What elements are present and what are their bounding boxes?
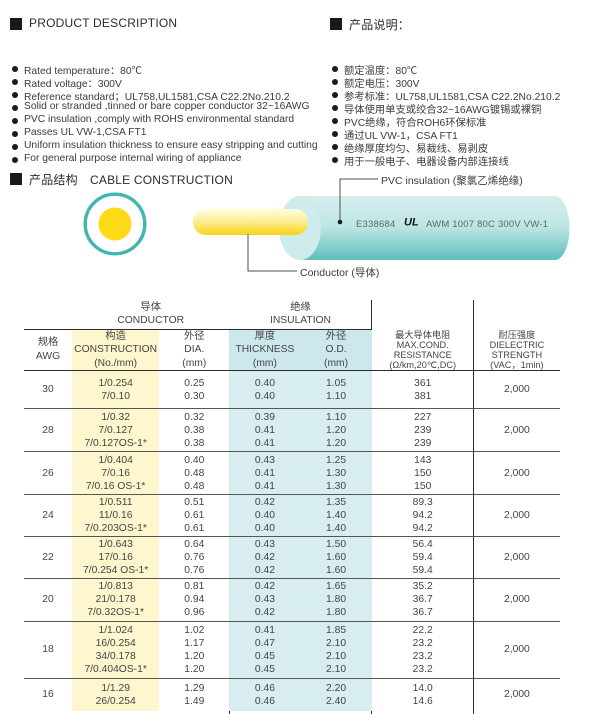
svg-text:UL: UL bbox=[404, 217, 419, 229]
